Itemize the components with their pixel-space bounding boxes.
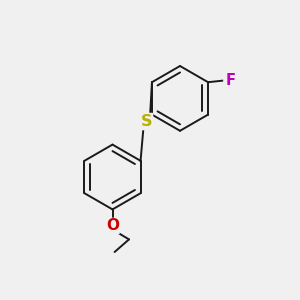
Text: F: F xyxy=(226,73,236,88)
Text: O: O xyxy=(106,218,119,233)
Text: S: S xyxy=(140,114,152,129)
